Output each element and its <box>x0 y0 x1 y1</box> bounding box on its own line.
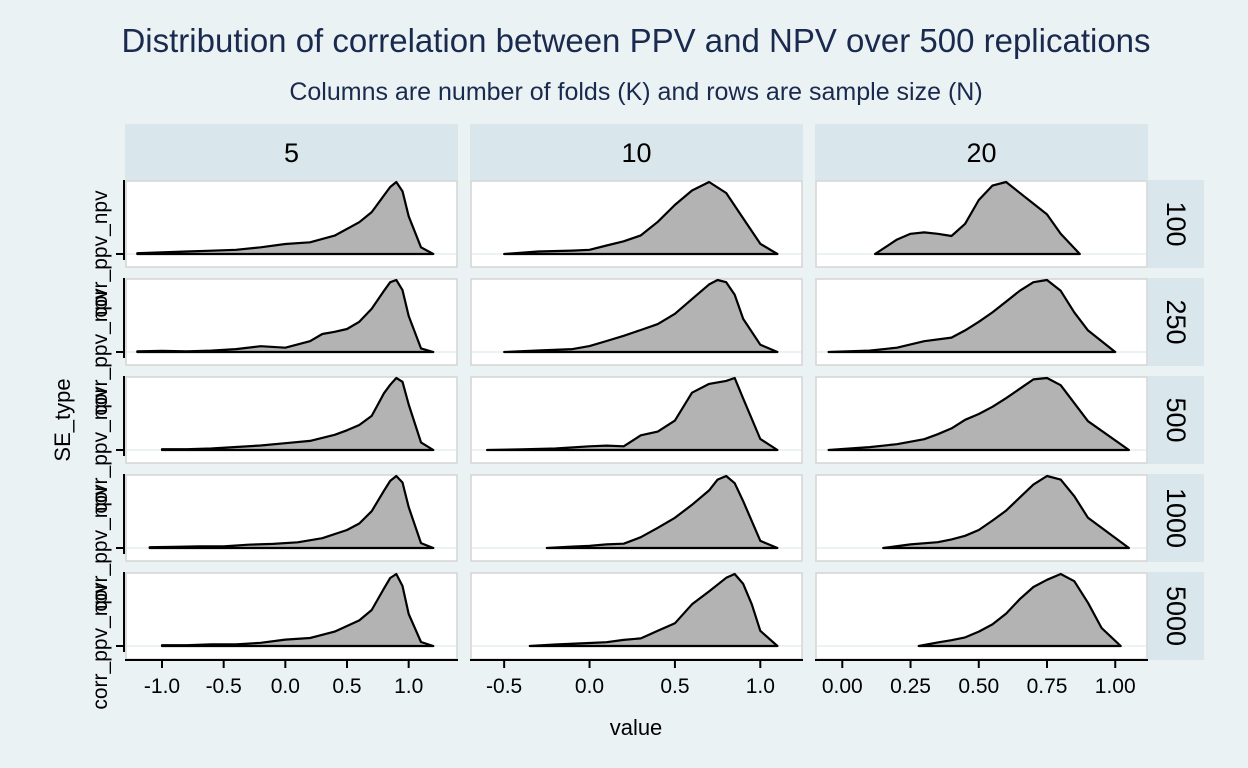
density-curve <box>545 474 779 550</box>
y-tick-label: corr_ppv_npv <box>89 582 112 710</box>
row-strip-label: 1000 <box>1161 488 1191 548</box>
x-tick-label: 0.00 <box>822 675 863 698</box>
density-curve <box>873 180 1081 256</box>
y-tick-label: corr_ppv_npv <box>89 484 112 612</box>
x-tick-label: -0.5 <box>206 675 242 698</box>
y-tick-labels: corr_ppv_npvcorr_ppv_npvcorr_ppv_npvcorr… <box>89 190 112 710</box>
row-strip-label: 250 <box>1161 299 1191 344</box>
x-tick-label: 0.0 <box>575 675 604 698</box>
y-tick-label: corr_ppv_npv <box>89 190 112 318</box>
column-strip-label: 20 <box>966 138 996 168</box>
x-tick-label: 0.50 <box>958 675 999 698</box>
row-strip <box>1148 474 1204 562</box>
density-curve <box>148 474 435 550</box>
density-curve <box>503 180 779 256</box>
density-curve <box>917 572 1122 648</box>
row-strip <box>1148 572 1204 660</box>
x-tick-label: 1.00 <box>1095 675 1136 698</box>
chart-subtitle: Columns are number of folds (K) and rows… <box>289 78 982 106</box>
row-strip-label: 500 <box>1161 397 1191 442</box>
y-axis-label: SE_type <box>50 378 75 461</box>
x-tick-label: 1.0 <box>746 675 775 698</box>
density-curve <box>160 376 435 452</box>
density-curve <box>827 376 1130 452</box>
column-strip-label: 5 <box>284 138 299 168</box>
panels-layer: 5 10 20 100 250 500 1000 5000 -1.0 -0.5 0.0 0.5 1.0 -… <box>116 124 1204 698</box>
column-strip <box>125 124 458 180</box>
density-curve <box>528 572 779 648</box>
density-curve <box>486 376 779 452</box>
x-tick-label: 1.0 <box>394 675 423 698</box>
row-strip <box>1148 278 1204 366</box>
density-curve <box>160 572 435 648</box>
density-curve <box>882 474 1130 550</box>
x-tick-label: -0.5 <box>486 675 522 698</box>
y-tick-label: corr_ppv_npv <box>89 288 112 416</box>
column-strip <box>815 124 1148 180</box>
column-strip <box>470 124 803 180</box>
x-tick-label: 0.0 <box>271 675 300 698</box>
density-curve <box>136 180 435 256</box>
row-strip <box>1148 376 1204 464</box>
density-curve <box>136 278 435 354</box>
row-strip-label: 100 <box>1161 201 1191 246</box>
chart-title: Distribution of correlation between PPV … <box>121 22 1150 59</box>
x-tick-label: -1.0 <box>144 675 180 698</box>
row-strip-label: 5000 <box>1161 586 1191 646</box>
x-tick-label: 0.25 <box>890 675 931 698</box>
x-tick-label: 0.5 <box>660 675 689 698</box>
x-tick-label: 0.5 <box>332 675 361 698</box>
x-axis-label: value <box>610 715 663 740</box>
row-strip <box>1148 180 1204 268</box>
density-curve <box>827 278 1117 354</box>
column-strip-label: 10 <box>621 138 651 168</box>
y-tick-label: corr_ppv_npv <box>89 386 112 514</box>
x-tick-label: 0.75 <box>1027 675 1068 698</box>
density-curve <box>503 278 779 354</box>
